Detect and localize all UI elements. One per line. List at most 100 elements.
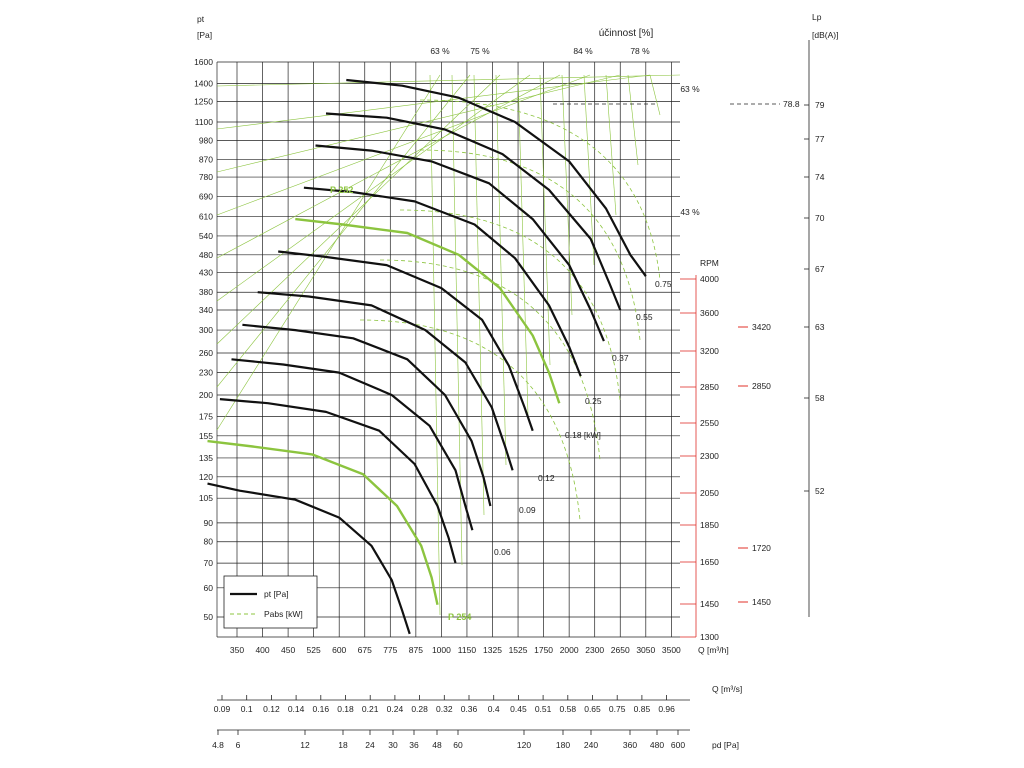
y-tick-label: 175 <box>199 411 213 421</box>
pd-tick-label: 360 <box>623 740 637 750</box>
speed-diagonal <box>429 74 441 616</box>
lp-tick-label: 63 <box>815 322 825 332</box>
power-label: 0.12 <box>538 473 555 483</box>
q-m3s-tick-label: 0.65 <box>584 704 601 714</box>
efficiency-label: 63 % <box>680 84 700 94</box>
x-tick-label: 1000 <box>432 645 451 655</box>
x-tick-label: 2000 <box>560 645 579 655</box>
x-tick-label: 525 <box>307 645 321 655</box>
x-tick-label: 450 <box>281 645 295 655</box>
x-tick-label: 875 <box>409 645 423 655</box>
efficiency-diagonal <box>216 74 561 259</box>
q-m3s-tick-label: 0.58 <box>560 704 577 714</box>
rpm-tick-label: 2300 <box>700 451 719 461</box>
rpm-tick-label: 1850 <box>700 520 719 530</box>
q-m3s-tick-label: 0.1 <box>241 704 253 714</box>
efficiency-label: 43 % <box>680 207 700 217</box>
lp-tick-label: 77 <box>815 134 825 144</box>
speed-diagonal <box>605 74 617 216</box>
power-label: 0.37 <box>612 353 629 363</box>
fan-curve <box>303 186 582 377</box>
y-tick-label: 260 <box>199 348 213 358</box>
x-tick-label: 350 <box>230 645 244 655</box>
efficiency-label: 84 % <box>573 46 593 56</box>
fan-curve <box>278 250 534 432</box>
speed-diagonal <box>561 74 573 316</box>
pd-tick-label: 12 <box>300 740 310 750</box>
efficiency-label: 63 % <box>430 46 450 56</box>
y-tick-label: 80 <box>204 537 214 547</box>
y-tick-label: 610 <box>199 211 213 221</box>
y-tick-label: 780 <box>199 172 213 182</box>
legend-box <box>223 575 318 629</box>
rpm-and-lp-axes: RPM 4000 3600 3200 2850 2550 2300 2050 1850 1650 1… <box>553 12 838 642</box>
x-tick-label: 1150 <box>458 645 477 655</box>
pd-tick-label: 6 <box>236 740 241 750</box>
q-m3s-axis-label: Q [m³/s] <box>712 684 742 694</box>
fan-curve <box>219 398 457 564</box>
y-tick-label: 120 <box>199 472 213 482</box>
efficiency-diagonal <box>216 74 681 87</box>
fan-curves <box>207 78 647 635</box>
speed-diagonal <box>517 74 529 416</box>
x-tick-label: 3050 <box>636 645 655 655</box>
x-tick-label: 675 <box>358 645 372 655</box>
pd-tick-label: 24 <box>365 740 375 750</box>
y-tick-label: 300 <box>199 325 213 335</box>
fan-curve <box>315 144 605 342</box>
y-axis-label: pt <box>197 14 205 24</box>
efficiency-label: 75 % <box>470 46 490 56</box>
lp-tick-label: 70 <box>815 213 825 223</box>
efficiency-arc <box>379 259 601 461</box>
legend-curve-label: pt [Pa] <box>264 589 289 599</box>
rpm-marker-label: 1720 <box>752 543 771 553</box>
fan-curve <box>346 78 647 277</box>
rpm-tick-label: 3200 <box>700 346 719 356</box>
y-tick-label: 1400 <box>194 78 213 88</box>
pd-axis-label: pd [Pa] <box>712 740 739 750</box>
y-tick-label: 870 <box>199 155 213 165</box>
fan-curve <box>257 291 514 471</box>
y-tick-label: 340 <box>199 305 213 315</box>
speed-diagonal <box>649 74 661 116</box>
rpm-tick-label: 2850 <box>700 382 719 392</box>
y-tick-label: 230 <box>199 368 213 378</box>
rpm-tick-label: 2550 <box>700 418 719 428</box>
point-label-bottom: P 254 <box>448 612 471 622</box>
q-m3s-tick-label: 0.85 <box>634 704 651 714</box>
x-tick-label: 775 <box>383 645 397 655</box>
y-tick-label: 1250 <box>194 97 213 107</box>
y-tick-label: 690 <box>199 192 213 202</box>
lp-tick-label: 52 <box>815 486 825 496</box>
speed-diagonal <box>539 74 551 366</box>
y-tick-label: 540 <box>199 231 213 241</box>
pd-tick-label: 4.8 <box>212 740 224 750</box>
lp-tick-label: 67 <box>815 264 825 274</box>
rpm-marker-label: 2850 <box>752 381 771 391</box>
fan-curve <box>242 323 492 507</box>
efficiency-diagonal <box>216 74 591 216</box>
efficiency-label: 78 % <box>630 46 650 56</box>
y-tick-label: 135 <box>199 453 213 463</box>
pd-tick-label: 600 <box>671 740 685 750</box>
legend: pt [Pa] Pabs [kW] <box>223 575 318 629</box>
efficiency-diagonal <box>216 74 441 431</box>
lp-axis-unit: [dB(A)] <box>812 30 838 40</box>
q-m3s-tick-label: 0.96 <box>658 704 675 714</box>
lp-axis-label: Lp <box>812 12 822 22</box>
efficiency-diagonal <box>216 74 531 302</box>
q-m3s-tick-label: 0.18 <box>337 704 354 714</box>
legend-power-label: Pabs [kW] <box>264 609 303 619</box>
grid: 1600140012501100980870780690610540480430… <box>194 14 742 750</box>
rpm-tick-label: 2050 <box>700 488 719 498</box>
rpm-tick-label: 4000 <box>700 274 719 284</box>
pd-tick-label: 240 <box>584 740 598 750</box>
y-tick-label: 1100 <box>195 117 214 127</box>
x-tick-label: 600 <box>332 645 346 655</box>
rpm-tick-label: 1300 <box>700 632 719 642</box>
y-tick-label: 200 <box>199 390 213 400</box>
fan-curve <box>207 439 439 605</box>
y-tick-label: 980 <box>199 136 213 146</box>
pd-tick-label: 48 <box>432 740 442 750</box>
